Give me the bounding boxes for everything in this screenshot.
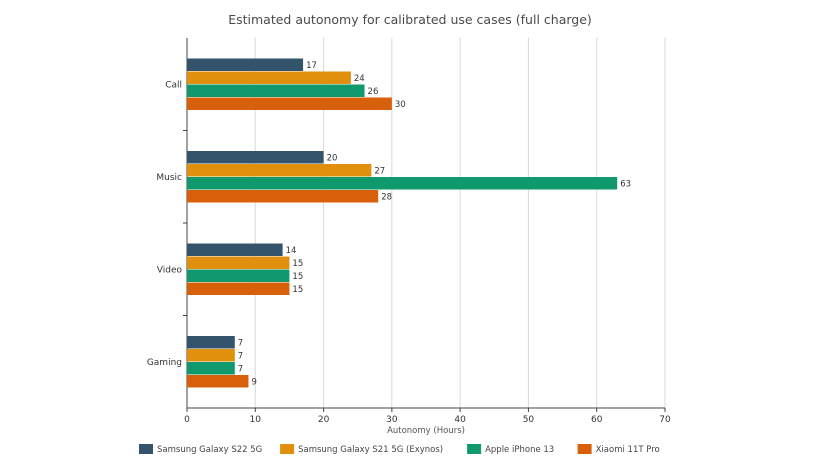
bar[interactable] <box>187 243 283 257</box>
x-tick-label: 40 <box>454 415 466 425</box>
chart-title: Estimated autonomy for calibrated use ca… <box>228 12 592 27</box>
data-label: 27 <box>374 166 385 176</box>
data-label: 7 <box>238 364 243 374</box>
legend-swatch <box>577 444 592 454</box>
data-label: 7 <box>238 338 243 348</box>
bar[interactable] <box>187 71 351 85</box>
x-tick-label: 20 <box>318 415 330 425</box>
data-label: 17 <box>306 61 317 71</box>
data-label: 26 <box>368 87 379 97</box>
data-label: 28 <box>381 192 392 202</box>
legend-label: Apple iPhone 13 <box>485 445 554 455</box>
data-label: 30 <box>395 100 406 110</box>
data-label: 63 <box>620 179 631 189</box>
data-label: 14 <box>286 246 297 256</box>
data-label: 15 <box>292 272 303 282</box>
category-label: Call <box>165 80 182 90</box>
bar[interactable] <box>187 58 304 72</box>
bar[interactable] <box>187 256 290 270</box>
data-label: 7 <box>238 351 243 361</box>
x-tick-label: 10 <box>250 415 262 425</box>
legend-item[interactable]: Samsung Galaxy S21 5G (Exynos) <box>280 444 443 455</box>
x-tick-label: 0 <box>184 415 190 425</box>
x-tick-label: 50 <box>523 415 535 425</box>
bar[interactable] <box>187 282 290 296</box>
legend-item[interactable]: Xiaomi 11T Pro <box>577 444 660 455</box>
legend-swatch <box>280 444 295 454</box>
bar[interactable] <box>187 151 324 164</box>
bar[interactable] <box>187 164 372 177</box>
data-label: 24 <box>354 74 365 84</box>
data-label: 15 <box>292 259 303 269</box>
bar[interactable] <box>187 84 365 98</box>
bars <box>187 58 618 388</box>
x-tick-label: 70 <box>659 415 671 425</box>
bar[interactable] <box>187 375 249 388</box>
legend[interactable]: Samsung Galaxy S22 5G Samsung Galaxy S21 … <box>139 444 660 455</box>
bar[interactable] <box>187 349 235 362</box>
legend-label: Samsung Galaxy S21 5G (Exynos) <box>298 445 443 455</box>
x-axis-label: Autonomy (Hours) <box>387 426 465 436</box>
category-label: Video <box>157 265 183 275</box>
legend-label: Samsung Galaxy S22 5G <box>157 445 262 455</box>
category-label: Gaming <box>147 358 182 368</box>
bar[interactable] <box>187 269 290 283</box>
category-label: Music <box>156 173 182 183</box>
x-tick-label: 60 <box>591 415 603 425</box>
bar[interactable] <box>187 362 235 375</box>
bar[interactable] <box>187 336 235 349</box>
legend-swatch <box>139 444 153 454</box>
data-label: 15 <box>292 285 303 295</box>
bar[interactable] <box>187 190 379 203</box>
data-label: 9 <box>251 377 256 387</box>
axes: 0 10 20 30 40 50 60 70 Call Music Video Gaming <box>147 38 671 425</box>
x-tick-label: 30 <box>386 415 398 425</box>
bar[interactable] <box>187 177 618 190</box>
bar[interactable] <box>187 97 392 111</box>
data-label: 20 <box>327 153 338 163</box>
legend-item[interactable]: Apple iPhone 13 <box>467 444 554 455</box>
legend-label: Xiaomi 11T Pro <box>596 445 660 455</box>
legend-swatch <box>467 444 482 454</box>
legend-item[interactable]: Samsung Galaxy S22 5G <box>139 444 262 455</box>
